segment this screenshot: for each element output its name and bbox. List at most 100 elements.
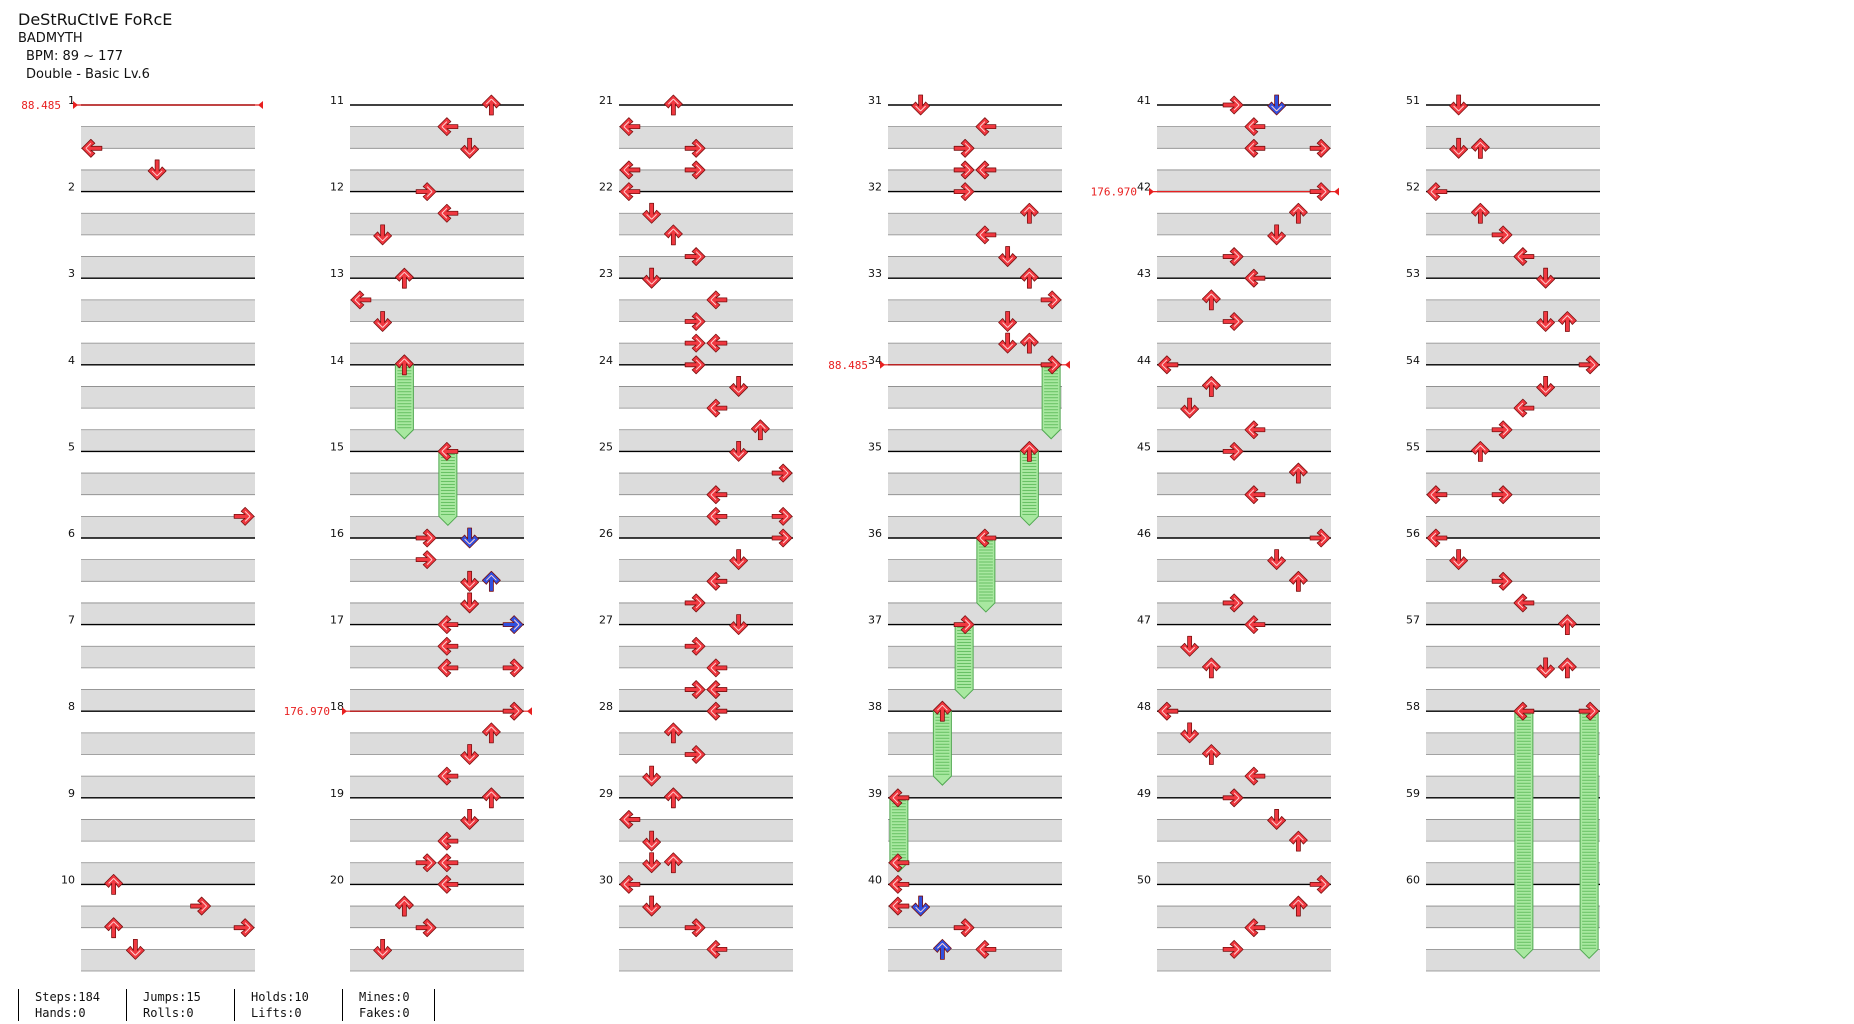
arrow-highlight [892, 792, 899, 804]
arrow-highlight [979, 229, 986, 241]
right-arrow-note [1222, 788, 1244, 808]
beat-band [1157, 364, 1331, 387]
arrow-shape [619, 117, 641, 137]
arrow-highlight [668, 228, 679, 235]
arrow-shape [1244, 138, 1266, 158]
beat-band [619, 191, 793, 214]
arrow-highlight [623, 814, 630, 825]
left-arrow-note [619, 160, 641, 180]
measure-block: 59 [1406, 787, 1600, 885]
arrow-highlight [695, 597, 702, 609]
up-arrow-note [1201, 376, 1221, 397]
arrow-highlight [915, 906, 926, 913]
left-arrow-note [888, 853, 910, 873]
arrow-shape [619, 182, 641, 202]
arrow-shape [1288, 895, 1308, 917]
arrow-shape [619, 810, 641, 829]
measure-block: 4 [68, 354, 255, 452]
up-arrow-note [104, 917, 124, 939]
arrow-highlight [695, 684, 702, 695]
right-arrow-note [1309, 182, 1331, 202]
beat-band [81, 191, 255, 214]
beat-band [619, 234, 793, 257]
measure-block: 58 [1406, 700, 1600, 799]
up-arrow-note [394, 895, 414, 917]
left-arrow-note [619, 810, 641, 829]
down-arrow-note [1536, 376, 1556, 397]
arrow-highlight [377, 235, 388, 242]
bpm-range: BPM: 89 ~ 177 [26, 49, 123, 64]
arrow-highlight [1248, 142, 1255, 154]
beat-band [619, 538, 793, 560]
measure-number: 32 [868, 181, 882, 194]
arrow-highlight [733, 387, 744, 393]
arrow-highlight [1024, 336, 1035, 343]
hold-head-arrow [394, 354, 414, 376]
bpm-marker-right [258, 101, 263, 109]
beat-band [1426, 927, 1600, 950]
arrow-shape [1267, 809, 1287, 830]
arrow-highlight [1233, 316, 1240, 327]
right-arrow-note [502, 658, 524, 678]
up-arrow-note [481, 722, 501, 744]
measure-number: 5 [68, 440, 75, 453]
beat-band [619, 516, 793, 538]
left-arrow-note [975, 160, 997, 180]
lifts-count: Lifts:0 [251, 1006, 302, 1020]
arrow-shape [684, 636, 706, 656]
arrow-highlight [695, 749, 702, 760]
arrow-shape [729, 440, 749, 462]
down-arrow-note [998, 332, 1018, 354]
measure-number: 24 [599, 354, 613, 367]
arrow-shape [415, 550, 437, 570]
beat-band [1157, 343, 1331, 365]
arrow-shape [1244, 615, 1266, 634]
beat-band [619, 581, 793, 603]
beat-band [350, 819, 524, 842]
measure-number: 16 [330, 527, 344, 540]
beat-band [1426, 581, 1600, 603]
beat-band [350, 646, 524, 668]
beat-band [81, 343, 255, 365]
arrow-highlight [710, 294, 717, 306]
measure-block: 3 [68, 267, 255, 366]
down-arrow-note [642, 895, 662, 917]
beat-band [1157, 862, 1331, 885]
arrow-shape [1449, 137, 1469, 159]
arrow-highlight [151, 170, 163, 177]
beat-band [1157, 711, 1331, 733]
up-arrow-note [1019, 202, 1039, 224]
arrow-highlight [441, 857, 448, 869]
beat-band [1426, 148, 1600, 170]
arrow-shape [1536, 657, 1556, 679]
beat-band [1426, 884, 1600, 907]
measure-number: 45 [1137, 440, 1151, 453]
measure-number: 21 [599, 94, 613, 107]
beat-band [350, 473, 524, 495]
left-arrow-note [1426, 485, 1448, 505]
arrow-highlight [1475, 141, 1486, 148]
arrow-shape [1222, 247, 1244, 266]
arrow-highlight [623, 879, 630, 890]
beat-band [888, 602, 1062, 625]
arrow-shape [998, 246, 1018, 267]
arrow-highlight [1475, 445, 1486, 451]
arrow-shape [975, 160, 997, 180]
down-arrow-note [373, 938, 393, 960]
beat-band [888, 646, 1062, 668]
beat-band [81, 862, 255, 885]
right-arrow-note [1491, 420, 1513, 440]
beat-band [81, 516, 255, 538]
down-arrow-note [911, 895, 931, 917]
arrow-shape [394, 267, 414, 289]
beat-band [1426, 126, 1600, 149]
left-arrow-note [706, 398, 728, 418]
beat-band [619, 711, 793, 733]
arrow-shape [1470, 137, 1490, 159]
arrow-highlight [782, 467, 789, 479]
left-arrow-note [706, 485, 728, 505]
arrow-highlight [646, 776, 657, 783]
measure-number: 22 [599, 181, 613, 194]
beat-band [1426, 169, 1600, 192]
beat-band [1157, 516, 1331, 538]
